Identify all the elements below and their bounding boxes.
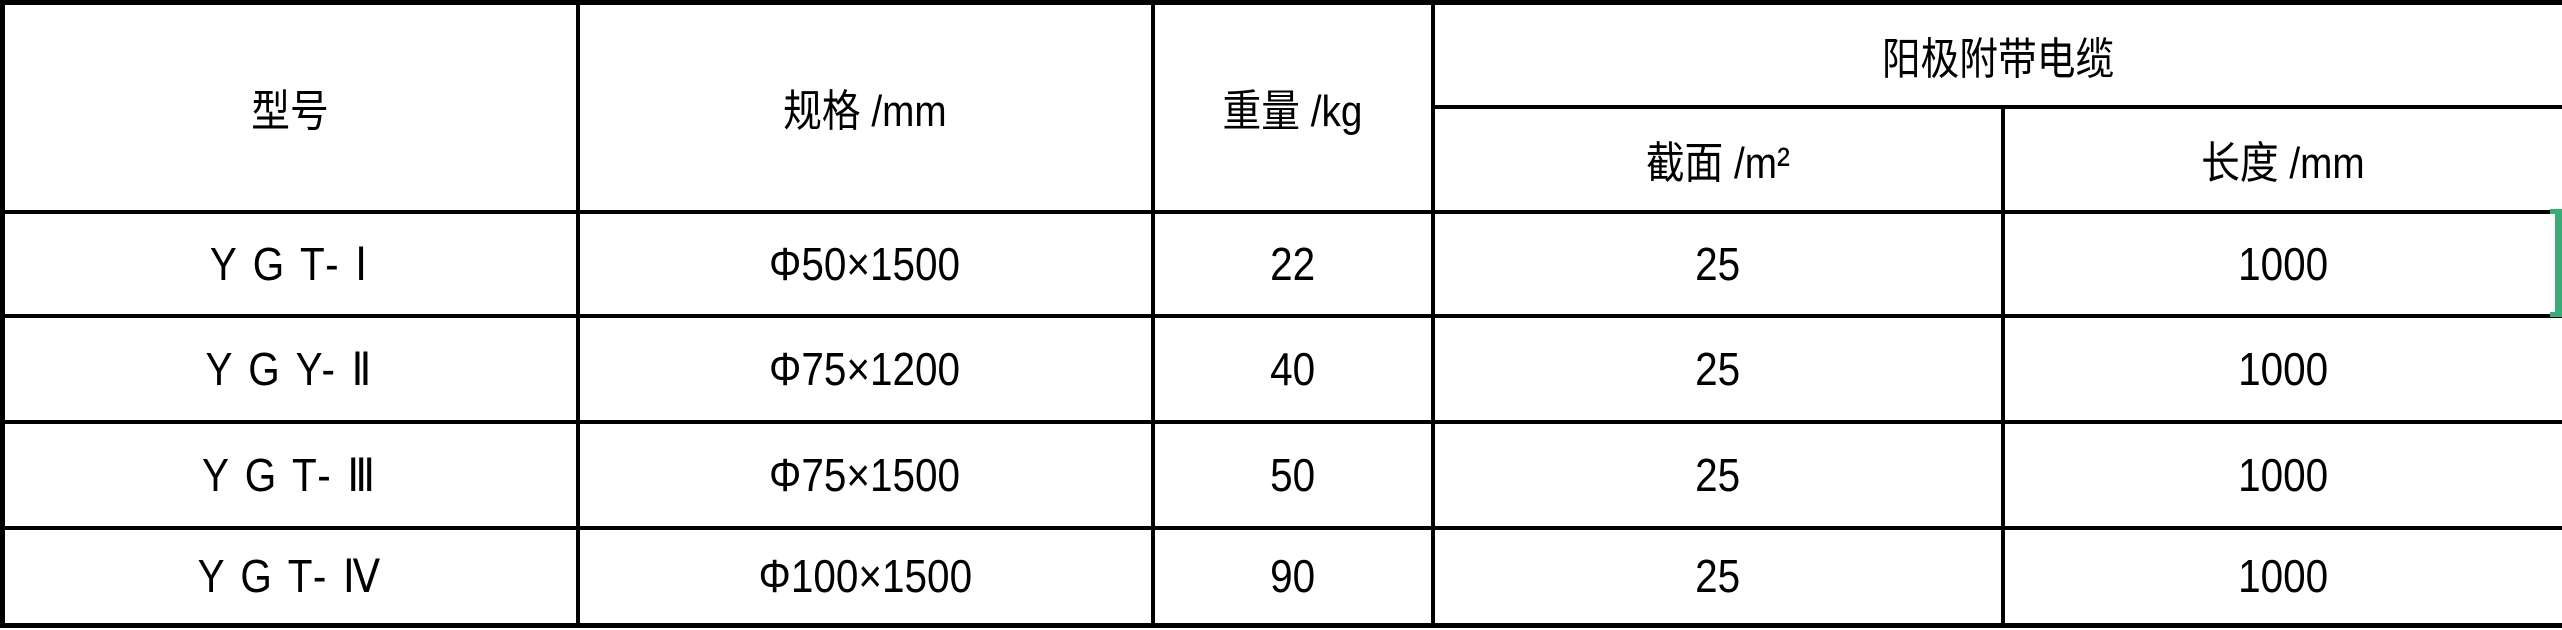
cell-text: 50 [1269,448,1316,501]
cell-text: Y G T- Ⅰ [210,237,371,290]
header-spec[interactable]: 规格 /mm [575,0,1155,214]
cell-text: Φ50×1500 [769,237,961,290]
header-model[interactable]: 型号 [0,0,580,214]
cell-text: 1000 [2238,237,2329,290]
table-row-ygt1: Y G T- Ⅰ Φ50×1500 22 25 1000 [0,209,2562,319]
header-cable-section-label: 截面 /m² [1645,139,1790,188]
header-row-top: 型号 规格 /mm 重量 /kg 阳极附带电缆 [0,0,2562,214]
cell-text: 90 [1269,550,1316,603]
cell-spec-r3[interactable]: Φ75×1500 [575,420,1155,530]
cell-model-r2[interactable]: Y G Y- Ⅱ [0,314,580,425]
table-row-ygt4: Y G T- Ⅳ Φ100×1500 90 25 1000 [0,525,2562,628]
cell-text: 25 [1694,448,1741,501]
cell-text: 1000 [2238,550,2329,603]
cell-spec-r4[interactable]: Φ100×1500 [575,525,1155,628]
cell-section-r4[interactable]: 25 [1430,525,2005,628]
header-weight[interactable]: 重量 /kg [1150,0,1435,214]
header-row-sub: 截面 /m² 长度 /mm [3,104,2562,214]
cell-length-r4[interactable]: 1000 [2000,525,2562,628]
cell-weight-r3[interactable]: 50 [1150,420,1435,530]
cell-text: Y G T- Ⅲ [202,448,379,501]
cell-spec-r1[interactable]: Φ50×1500 [575,209,1155,319]
cell-text: 22 [1269,237,1316,290]
cell-text: 25 [1694,343,1741,396]
cell-section-r1[interactable]: 25 [1430,209,2005,319]
cell-length-r3[interactable]: 1000 [2000,420,2562,530]
cell-text: 1000 [2238,448,2329,501]
cell-weight-r1[interactable]: 22 [1150,209,1435,319]
header-cable-group[interactable]: 阳极附带电缆 [1430,0,2562,109]
cell-spec-r2[interactable]: Φ75×1200 [575,314,1155,425]
cell-weight-r4[interactable]: 90 [1150,525,1435,628]
cell-length-r2[interactable]: 1000 [2000,314,2562,425]
cell-section-r3[interactable]: 25 [1430,420,2005,530]
header-spec-label: 规格 /mm [783,87,947,137]
header-model-label: 型号 [251,87,329,137]
cell-weight-r2[interactable]: 40 [1150,314,1435,425]
header-cable-length[interactable]: 长度 /mm [2000,104,2562,214]
row-selection-cursor-marker [2550,209,2562,317]
cell-length-r1[interactable]: 1000 [2000,209,2562,319]
cell-text: 1000 [2238,343,2329,396]
table-row-ygy2: Y G Y- Ⅱ Φ75×1200 40 25 1000 [0,314,2562,425]
cell-model-r4[interactable]: Y G T- Ⅳ [0,525,580,628]
cell-model-r3[interactable]: Y G T- Ⅲ [0,420,580,530]
cell-text: Φ75×1500 [769,448,961,501]
cell-text: 40 [1269,343,1316,396]
cell-model-r1[interactable]: Y G T- Ⅰ [0,209,580,319]
table-row-ygt3: Y G T- Ⅲ Φ75×1500 50 25 1000 [0,420,2562,530]
header-cable-section[interactable]: 截面 /m² [1430,104,2005,214]
cell-text: Φ100×1500 [758,550,972,603]
cell-text: Φ75×1200 [769,343,961,396]
cell-text: Y G T- Ⅳ [197,550,383,603]
header-weight-label: 重量 /kg [1222,87,1363,137]
cell-text: Y G Y- Ⅱ [205,343,375,396]
header-cable-group-label: 阳极附带电缆 [1882,34,2115,84]
cell-section-r2[interactable]: 25 [1430,314,2005,425]
cell-text: 25 [1694,550,1741,603]
header-cable-length-label: 长度 /mm [2201,139,2365,188]
cell-text: 25 [1694,237,1741,290]
